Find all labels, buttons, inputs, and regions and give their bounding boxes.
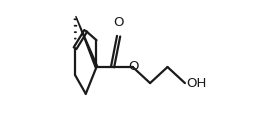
Text: O: O — [129, 60, 139, 73]
Polygon shape — [76, 16, 98, 68]
Text: O: O — [113, 16, 124, 29]
Text: OH: OH — [186, 77, 206, 90]
